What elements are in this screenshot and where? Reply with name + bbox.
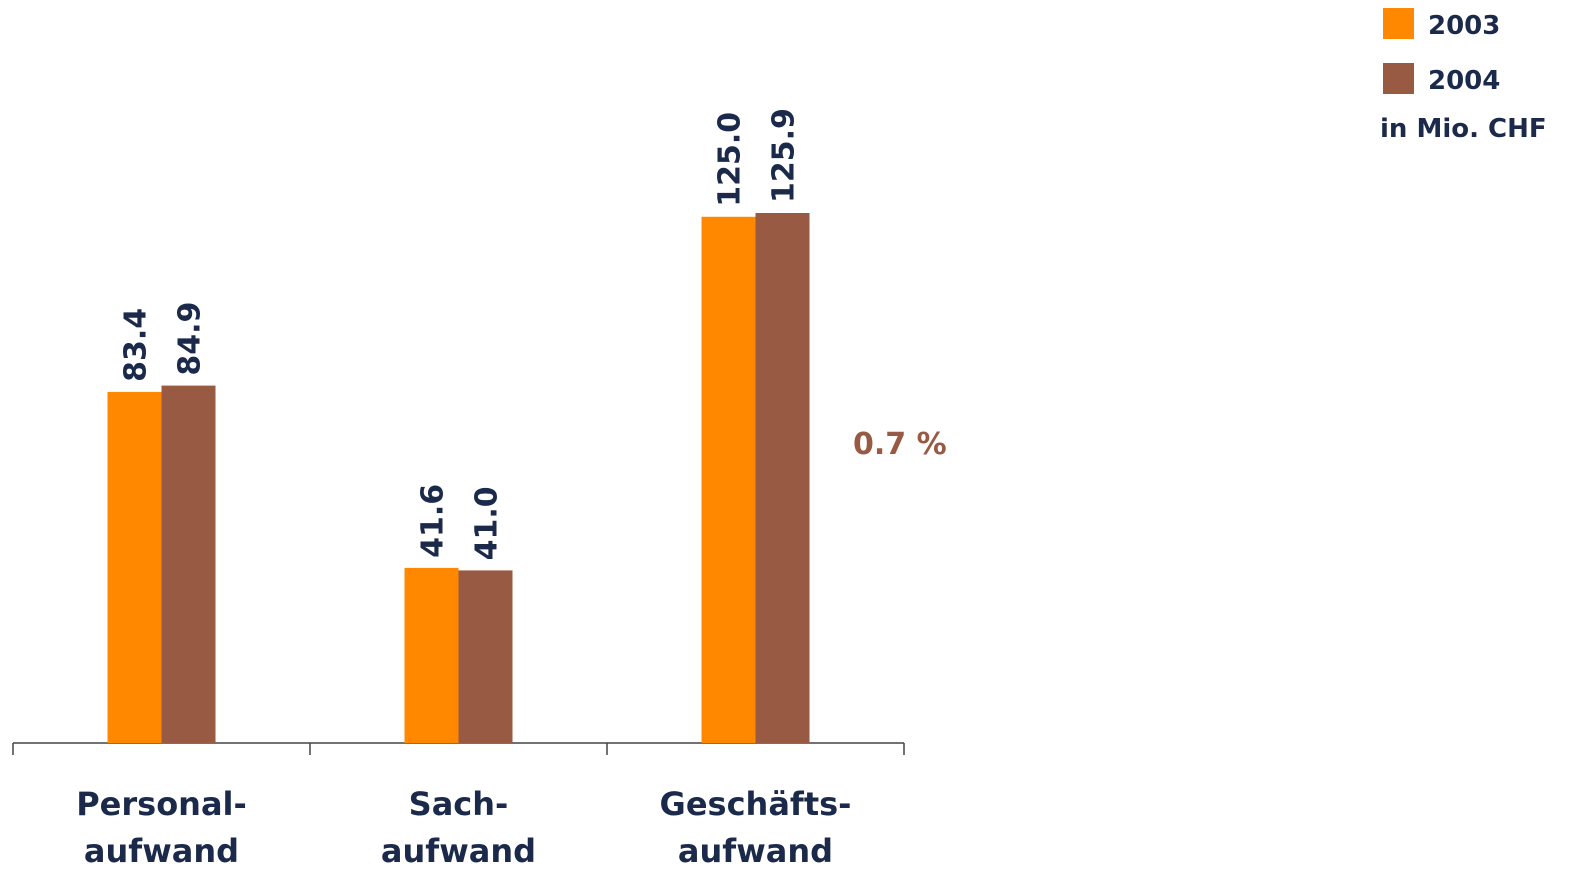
label-line: aufwand: [678, 832, 833, 869]
x-tick-label: Personal-aufwand: [76, 785, 247, 869]
bar: [701, 216, 756, 744]
bar: [404, 567, 459, 743]
value-label: 41.0: [470, 486, 505, 560]
bar: [107, 391, 162, 743]
legend-label: 2003: [1428, 11, 1500, 41]
unit-label: in Mio. CHF: [1380, 114, 1547, 144]
legend-label: 2004: [1428, 66, 1500, 96]
value-label: 84.9: [173, 302, 208, 376]
legend-swatch: [1383, 8, 1414, 39]
annotation: 0.7 %: [853, 427, 947, 462]
label-line: aufwand: [381, 832, 536, 869]
label-line: Geschäfts-: [660, 785, 852, 823]
label-line: Personal-: [76, 785, 247, 823]
value-label: 41.6: [416, 484, 451, 558]
value-label: 125.9: [767, 108, 802, 203]
legend-swatch: [1383, 63, 1414, 94]
label-line: aufwand: [84, 832, 239, 869]
value-label: 125.0: [713, 112, 748, 207]
label-line: Sach-: [409, 785, 509, 823]
bar: [161, 385, 216, 743]
bar: [755, 213, 810, 743]
bar: [458, 570, 513, 743]
value-label: 83.4: [119, 308, 154, 382]
x-tick-label: Sach-aufwand: [381, 785, 536, 869]
x-tick-label: Geschäfts-aufwand: [660, 785, 852, 869]
